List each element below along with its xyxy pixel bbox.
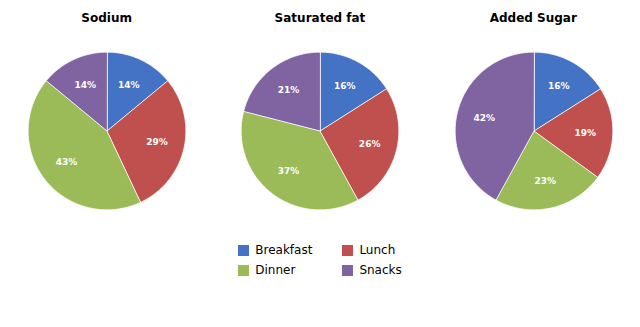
svg-text:16%: 16% (334, 81, 356, 91)
svg-text:16%: 16% (548, 81, 570, 91)
svg-text:14%: 14% (118, 80, 140, 90)
html-text:Snacks: Snacks (359, 263, 402, 277)
svg-text:29%: 29% (146, 137, 168, 147)
html-text:Breakfast: Breakfast (255, 243, 313, 257)
svg-text:21%: 21% (278, 85, 300, 95)
html-text:Dinner: Dinner (255, 263, 296, 277)
svg-text:23%: 23% (534, 176, 556, 186)
html-text:Saturated fat: Saturated fat (274, 11, 366, 25)
svg-text:14%: 14% (75, 80, 97, 90)
svg-text:43%: 43% (56, 157, 78, 167)
svg-text:19%: 19% (574, 127, 596, 137)
svg-text:37%: 37% (278, 166, 300, 176)
html-text:Lunch: Lunch (359, 243, 396, 257)
svg-text:42%: 42% (473, 113, 495, 123)
svg-text:26%: 26% (359, 139, 381, 149)
html-text:Added Sugar: Added Sugar (489, 11, 577, 25)
html-text:Sodium: Sodium (81, 11, 132, 25)
